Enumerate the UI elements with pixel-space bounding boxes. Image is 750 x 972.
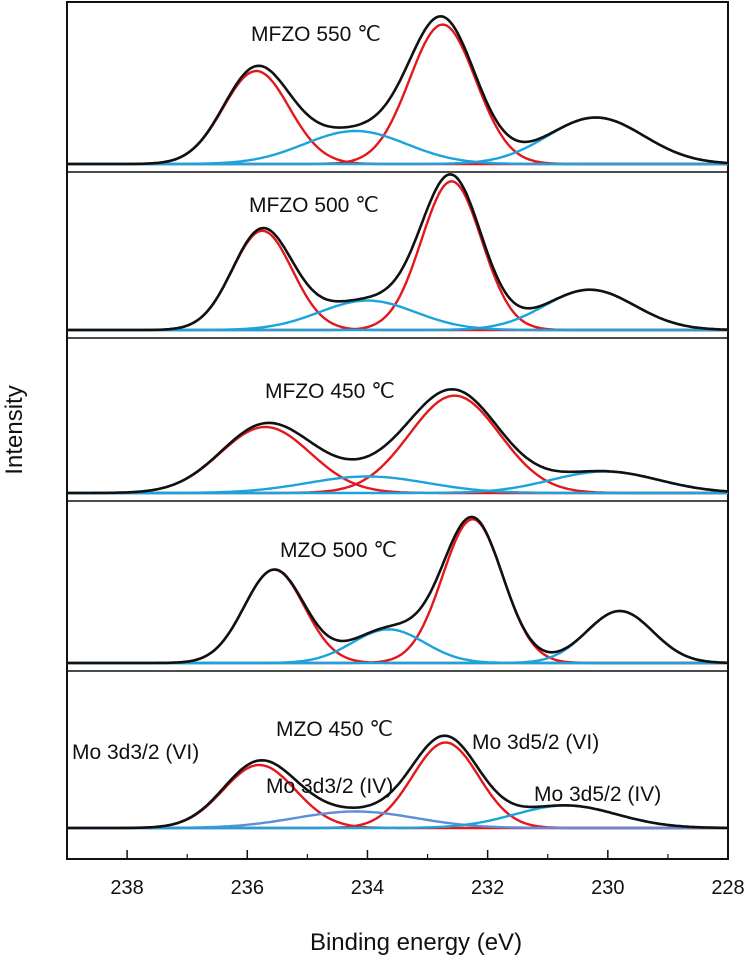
panel-1-envelope — [67, 173, 728, 332]
panel-label-4: MZO 450 ℃ — [276, 718, 393, 741]
x-tick-label-232: 232 — [471, 877, 504, 899]
annotation-mo3d52-iv: Mo 3d5/2 (IV) — [534, 783, 661, 806]
panel-label-3: MZO 500 ℃ — [280, 539, 397, 562]
panel-3-component-0 — [67, 568, 728, 665]
x-tick-label-236: 236 — [231, 877, 264, 899]
panel-3-component-1 — [67, 518, 728, 665]
panel-0 — [67, 15, 729, 166]
panel-2-component-2 — [67, 475, 728, 495]
panel-label-1: MFZO 500 ℃ — [249, 194, 379, 217]
annotation-mo3d52-vi: Mo 3d5/2 (VI) — [472, 731, 599, 754]
panel-3 — [67, 515, 729, 665]
panel-4 — [67, 734, 729, 830]
panel-label-0: MFZO 550 ℃ — [251, 23, 381, 46]
panel-1 — [67, 173, 728, 332]
panel-1-component-2 — [67, 299, 728, 332]
panel-4-envelope — [67, 734, 729, 830]
annotation-mo3d32-iv: Mo 3d3/2 (IV) — [266, 775, 393, 798]
panel-0-component-1 — [67, 23, 728, 166]
panel-2 — [67, 388, 729, 495]
panel-0-component-2 — [67, 129, 728, 166]
x-axis-title: Binding energy (eV) — [310, 929, 522, 956]
panel-3-envelope — [67, 515, 729, 665]
plot-frame — [66, 1, 729, 860]
curve-layer — [67, 15, 729, 830]
panel-2-component-0 — [67, 425, 728, 495]
x-tick-label-230: 230 — [591, 877, 624, 899]
panel-3-component-3 — [67, 609, 729, 665]
annotation-mo3d32-vi: Mo 3d3/2 (VI) — [72, 741, 199, 764]
x-tick-label-238: 238 — [110, 877, 143, 899]
panel-0-envelope — [67, 15, 729, 166]
panel-1-component-0 — [67, 229, 728, 332]
x-tick-label-228: 228 — [711, 877, 744, 899]
panel-2-envelope — [67, 388, 729, 495]
panel-separators — [67, 171, 728, 672]
panel-label-2: MFZO 450 ℃ — [265, 380, 395, 403]
panel-1-component-1 — [67, 180, 728, 332]
x-axis-ticks: 238 236 234 232 230 228 — [66, 850, 745, 899]
x-tick-label-234: 234 — [351, 877, 384, 899]
panel-1-component-3 — [67, 288, 728, 332]
y-axis-title: Intensity — [1, 385, 28, 474]
